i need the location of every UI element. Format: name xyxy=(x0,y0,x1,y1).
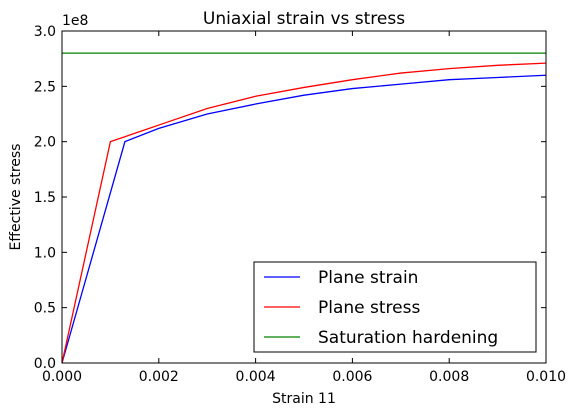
legend-label-1: Plane stress xyxy=(318,298,420,318)
series-line-0 xyxy=(61,74,547,364)
x-tick-label: 0.006 xyxy=(332,369,372,385)
legend-box xyxy=(253,261,537,353)
legend-label-0: Plane strain xyxy=(318,268,418,288)
x-axis-label: Strain 11 xyxy=(272,391,336,407)
plot-marks xyxy=(61,52,547,364)
y-tick-label: 0.5 xyxy=(34,301,56,317)
y-axis-label: Effective stress xyxy=(8,144,24,251)
x-tick-label: 0.010 xyxy=(526,369,566,385)
axis-ticks: 0.000 0.002 0.004 0.006 0.008 0.010 0.0 0.5 1.0 1… xyxy=(34,24,566,385)
x-tick-label: 0.004 xyxy=(236,369,276,385)
x-tick-label: 0.002 xyxy=(139,369,179,385)
y-tick-label: 3.0 xyxy=(34,24,56,40)
legend: Plane strain Plane stress Saturation harde… xyxy=(253,261,537,353)
y-tick-label: 2.5 xyxy=(34,79,56,95)
chart-title: Uniaxial strain vs stress xyxy=(203,9,405,29)
y-offset-label: 1e8 xyxy=(62,13,88,29)
x-tick-label: 0.000 xyxy=(42,369,82,385)
legend-label-2: Saturation hardening xyxy=(318,328,498,348)
x-tick-label: 0.008 xyxy=(429,369,469,385)
y-tick-label: 2.0 xyxy=(34,135,56,151)
y-tick-label: 1.5 xyxy=(34,190,56,206)
series-line-1 xyxy=(61,62,547,364)
y-tick-label: 0.0 xyxy=(34,356,56,372)
y-tick-label: 1.0 xyxy=(34,245,56,261)
